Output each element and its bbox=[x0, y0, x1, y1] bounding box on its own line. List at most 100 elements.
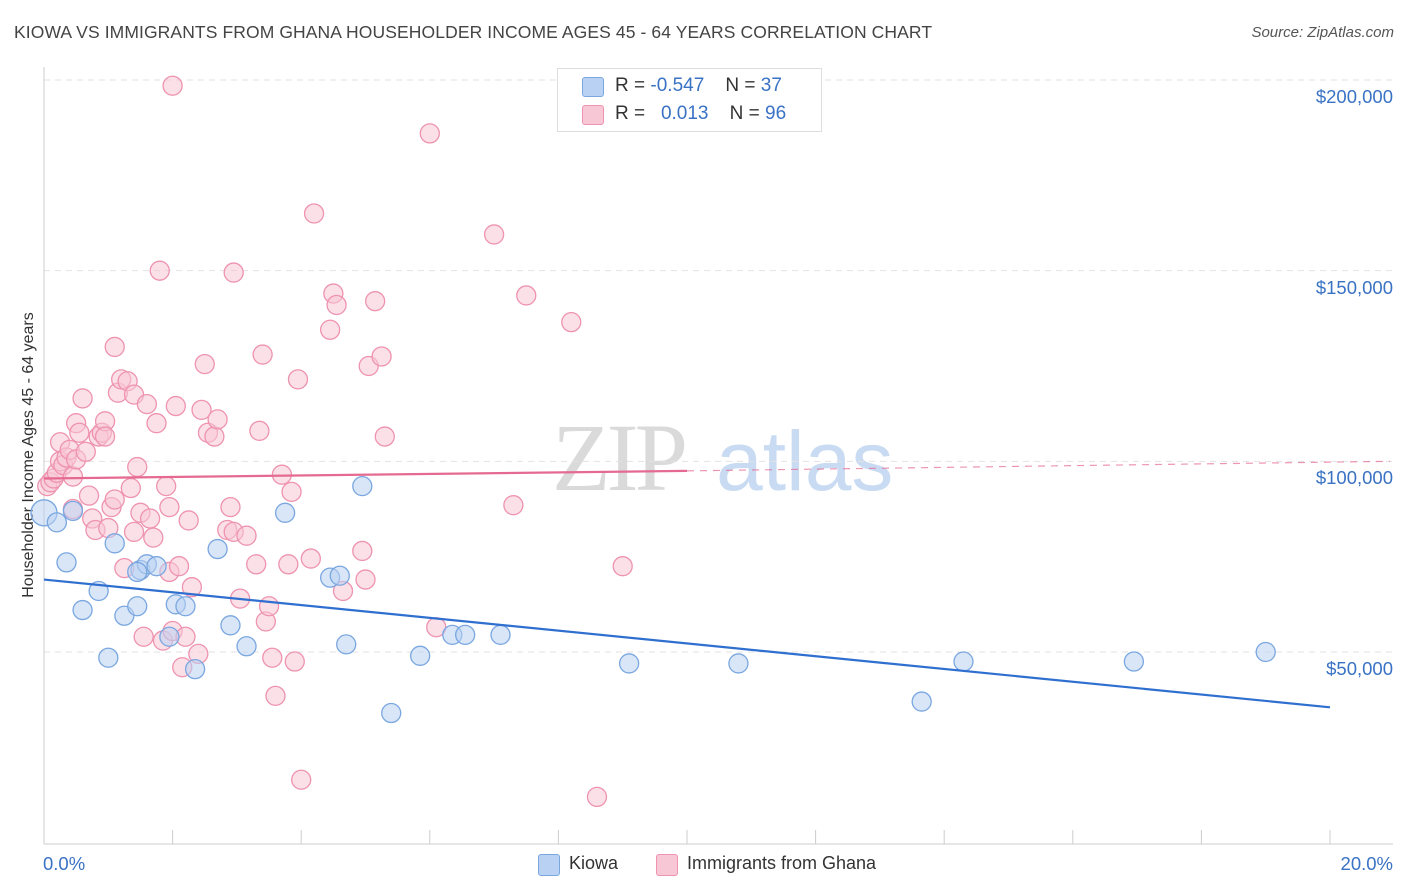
series-label-ghana: Immigrants from Ghana bbox=[687, 853, 877, 873]
kiowa-point bbox=[46, 512, 68, 533]
ghana-point bbox=[165, 395, 186, 417]
kiowa-point bbox=[336, 634, 357, 655]
kiowa-point bbox=[490, 624, 511, 645]
axes bbox=[43, 67, 1393, 845]
ghana-point bbox=[503, 495, 524, 516]
ghana-point bbox=[281, 481, 302, 502]
ghana-point bbox=[162, 75, 183, 96]
ghana-point bbox=[133, 626, 154, 647]
ghana-point bbox=[262, 647, 283, 668]
ghana-point bbox=[149, 260, 170, 281]
legend-swatch-ghana bbox=[582, 105, 604, 125]
kiowa-point bbox=[159, 626, 180, 647]
kiowa-point bbox=[104, 533, 125, 554]
ghana-point bbox=[265, 685, 286, 707]
chart-title: KIOWA VS IMMIGRANTS FROM GHANA HOUSEHOLD… bbox=[14, 22, 933, 42]
kiowa-point bbox=[98, 647, 119, 668]
series-swatch-kiowa bbox=[538, 854, 560, 876]
ghana-point bbox=[612, 556, 633, 577]
ghana-point bbox=[220, 496, 241, 518]
ghana-point bbox=[204, 426, 225, 447]
ghana-point bbox=[104, 336, 125, 358]
legend-n-label: N = bbox=[729, 103, 760, 124]
kiowa-point bbox=[352, 475, 373, 497]
kiowa-point bbox=[953, 651, 974, 672]
legend-text-ghana: R = 0.013 N = 96 bbox=[615, 103, 786, 125]
ghana-points bbox=[37, 75, 633, 808]
ghana-point bbox=[284, 651, 305, 672]
watermark-zip: ZIP bbox=[552, 404, 685, 511]
ghana-point bbox=[236, 525, 257, 546]
legend-text-kiowa: R = -0.547 N = 37 bbox=[615, 75, 782, 97]
kiowa-point bbox=[220, 615, 241, 636]
ghana-point bbox=[136, 393, 158, 415]
legend-r-value-kiowa: -0.547 bbox=[650, 75, 705, 96]
kiowa-point bbox=[455, 624, 476, 645]
kiowa-point bbox=[56, 552, 77, 573]
legend-n-value-kiowa: 37 bbox=[760, 75, 782, 96]
kiowa-point bbox=[184, 659, 206, 680]
ghana-point bbox=[123, 521, 145, 543]
ghana-trendline-extension bbox=[686, 460, 1391, 472]
chart-source: Source: ZipAtlas.com bbox=[1251, 24, 1394, 41]
ghana-point bbox=[483, 224, 505, 245]
ghana-point bbox=[249, 420, 270, 441]
kiowa-point bbox=[410, 645, 431, 666]
y-tick-label-3: $200,000 bbox=[1315, 86, 1393, 107]
trendlines bbox=[43, 460, 1391, 709]
ghana-point bbox=[355, 569, 376, 590]
legend-n-value-ghana: 96 bbox=[765, 103, 787, 124]
ghana-point bbox=[178, 510, 199, 531]
ghana-point bbox=[252, 344, 273, 365]
ghana-point bbox=[319, 319, 341, 340]
ghana-point bbox=[69, 422, 90, 443]
ghana-point bbox=[72, 388, 93, 409]
kiowa-point bbox=[1123, 651, 1145, 672]
ghana-point bbox=[364, 291, 386, 312]
y-tick-label-0: $50,000 bbox=[1326, 658, 1393, 679]
ghana-point bbox=[120, 477, 141, 499]
kiowa-point bbox=[911, 691, 932, 712]
ghana-point bbox=[207, 409, 228, 430]
kiowa-point bbox=[127, 561, 148, 583]
ghana-point bbox=[75, 441, 96, 462]
kiowa-point bbox=[127, 596, 148, 617]
kiowa-point bbox=[72, 599, 93, 621]
kiowa-point bbox=[175, 596, 196, 617]
legend-n-label: N = bbox=[725, 75, 756, 96]
ghana-point bbox=[156, 475, 177, 497]
kiowa-points bbox=[30, 475, 1276, 724]
kiowa-point bbox=[1255, 641, 1276, 663]
kiowa-point bbox=[146, 556, 167, 577]
ghana-point bbox=[223, 262, 244, 283]
ghana-point bbox=[146, 413, 167, 434]
kiowa-point bbox=[274, 502, 296, 523]
legend-swatch-kiowa bbox=[582, 77, 604, 97]
series-label-kiowa: Kiowa bbox=[569, 853, 619, 873]
series-swatch-ghana bbox=[656, 854, 678, 876]
ghana-point bbox=[374, 426, 395, 447]
ghana-point bbox=[303, 203, 325, 224]
kiowa-point bbox=[618, 653, 640, 674]
series-legend: Kiowa Immigrants from Ghana bbox=[0, 853, 1406, 877]
ghana-point bbox=[278, 554, 299, 575]
y-tick-label-2: $150,000 bbox=[1315, 276, 1393, 298]
ghana-point bbox=[419, 123, 440, 144]
ghana-point bbox=[326, 294, 347, 316]
kiowa-point bbox=[728, 653, 749, 674]
ghana-point bbox=[139, 508, 161, 529]
ghana-point bbox=[191, 399, 212, 421]
ghana-point bbox=[371, 346, 392, 367]
ghana-point bbox=[181, 577, 203, 598]
ghana-point bbox=[168, 556, 190, 577]
ghana-point bbox=[127, 456, 148, 478]
watermark: ZIP atlas bbox=[552, 404, 893, 511]
kiowa-point bbox=[381, 702, 402, 724]
ghana-point bbox=[561, 311, 582, 333]
ghana-point bbox=[291, 769, 312, 790]
ghana-point bbox=[78, 485, 100, 506]
kiowa-point bbox=[236, 636, 257, 657]
ghana-point bbox=[159, 496, 180, 518]
kiowa-point bbox=[329, 565, 350, 586]
